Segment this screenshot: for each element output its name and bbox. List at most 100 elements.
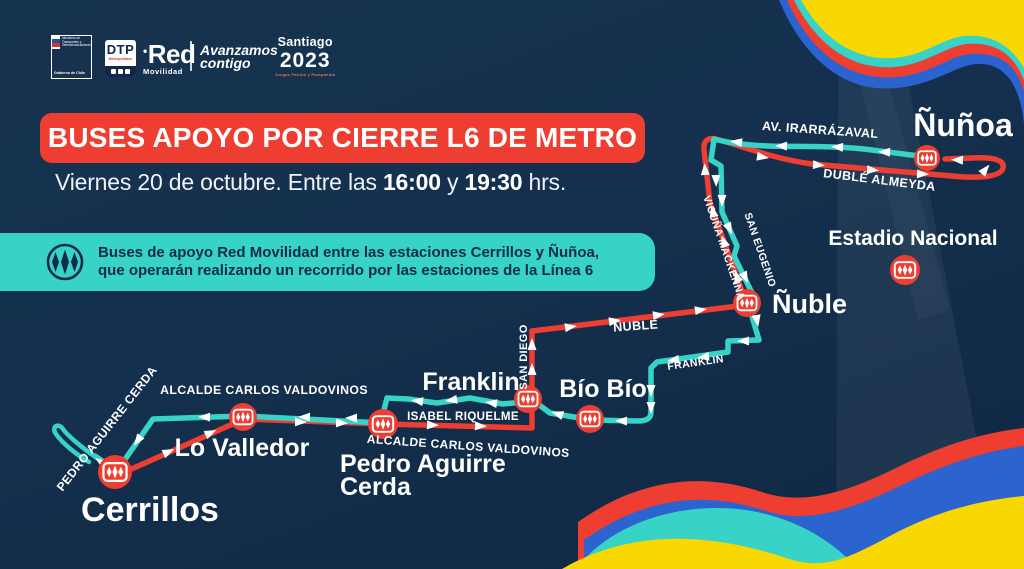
title-text: BUSES APOYO POR CIERRE L6 DE METRO bbox=[47, 122, 638, 153]
wave-top-yellow bbox=[801, 0, 1024, 68]
street-label: ALCALDE CARLOS VALDOVINOS bbox=[160, 383, 368, 397]
dtp-metropolitano-logo: DTP Metropolitano bbox=[105, 40, 136, 77]
direction-arrow-icon bbox=[133, 433, 145, 446]
direction-arrow-icon bbox=[345, 413, 358, 423]
direction-arrow-icon bbox=[161, 449, 175, 459]
metro-logo-icon bbox=[46, 243, 84, 281]
station-estadio-nacional bbox=[890, 255, 920, 285]
santiago-text: Santiago bbox=[277, 35, 333, 49]
title-banner: BUSES APOYO POR CIERRE L6 DE METRO bbox=[40, 113, 645, 163]
direction-arrow-icon bbox=[866, 165, 879, 175]
station-lo-valledor bbox=[229, 403, 257, 431]
red-logo-diamond bbox=[118, 466, 124, 478]
direction-arrow-icon bbox=[700, 163, 710, 176]
direction-arrow-icon bbox=[646, 385, 656, 397]
red-movilidad-logo: •Red Movilidad bbox=[143, 41, 196, 76]
direction-arrow-icon bbox=[445, 394, 458, 404]
direction-arrow-icon bbox=[294, 417, 307, 427]
santiago-games-text: Juegos PanAm y ParapanAm bbox=[275, 71, 336, 77]
red-logo-frame bbox=[736, 294, 758, 312]
direction-arrow-icon bbox=[697, 351, 710, 361]
notice-banner: Buses de apoyo Red Movilidad entre las e… bbox=[0, 233, 655, 291]
direction-arrow-icon bbox=[203, 430, 217, 440]
direction-arrow-icon bbox=[564, 323, 577, 333]
notice-text: Buses de apoyo Red Movilidad entre las e… bbox=[98, 244, 600, 279]
station-label-lo-valledor: Lo Valledor bbox=[175, 434, 310, 462]
direction-arrow-icon bbox=[652, 311, 665, 321]
street-label: SAN DIEGO bbox=[518, 324, 530, 389]
station-pedro-aguirre-cerda bbox=[368, 409, 398, 439]
red-logo-diamond bbox=[112, 465, 118, 479]
direction-arrow-icon bbox=[335, 418, 348, 428]
direction-arrow-icon bbox=[298, 412, 311, 422]
terminal-loop bbox=[52, 423, 100, 465]
station-label-cerrillos: Cerrillos bbox=[81, 491, 219, 529]
direction-arrow-icon bbox=[812, 160, 825, 170]
direction-arrow-icon bbox=[734, 270, 743, 284]
santiago-2023-logo: Santiago 2023 Juegos PanAm y ParapanAm bbox=[275, 36, 335, 77]
red-logo-diamond bbox=[902, 264, 908, 276]
red-logo-frame bbox=[102, 462, 128, 482]
direction-arrow-icon bbox=[916, 169, 929, 179]
station-label-bio-bio: Bío Bío bbox=[559, 375, 647, 403]
red-logo-diamond bbox=[106, 466, 112, 478]
direction-arrow-icon bbox=[426, 420, 439, 430]
direction-arrow-icon bbox=[878, 147, 891, 157]
tagline-line2: contigo bbox=[200, 55, 251, 71]
direction-arrow-icon bbox=[951, 155, 964, 165]
red-logo-frame bbox=[893, 261, 917, 279]
route-eastbound-red bbox=[115, 135, 1006, 478]
dtp-sub-text: Metropolitano bbox=[108, 57, 133, 61]
direction-arrow-icon bbox=[615, 416, 628, 426]
station-bio-bio bbox=[576, 405, 604, 433]
red-logo-dot: • bbox=[143, 44, 147, 58]
notice-station-a: Cerrillos bbox=[470, 244, 532, 261]
gobierno-de-chile-logo: Ministerio de Transportes y Telecomunica… bbox=[51, 35, 92, 79]
direction-arrow-icon bbox=[730, 138, 743, 148]
direction-arrow-icon bbox=[485, 399, 498, 409]
direction-arrow-icon bbox=[527, 338, 537, 350]
direction-arrow-icon bbox=[198, 412, 211, 422]
red-logo-frame bbox=[517, 390, 539, 408]
red-logo-diamond bbox=[245, 412, 250, 422]
station-label-nunoa: Ñuñoa bbox=[913, 107, 1013, 143]
santiago-year: 2023 bbox=[279, 48, 331, 72]
red-logo-frame bbox=[917, 150, 937, 166]
direction-arrow-icon bbox=[737, 336, 749, 346]
direction-arrow-icon bbox=[411, 397, 424, 407]
red-logo-diamond bbox=[525, 393, 531, 405]
direction-arrow-icon bbox=[717, 195, 727, 207]
direction-arrow-icon bbox=[551, 411, 565, 420]
avanzamos-contigo-tagline: Avanzamos contigo bbox=[200, 43, 278, 71]
red-logo-diamond bbox=[907, 265, 913, 275]
red-logo-frame bbox=[579, 410, 601, 428]
direction-arrow-icon bbox=[646, 402, 656, 414]
notice-station-b: Ñuñoa bbox=[548, 244, 595, 261]
direction-arrow-icon bbox=[667, 354, 680, 364]
direction-arrow-icon bbox=[608, 317, 621, 327]
dtp-text: DTP bbox=[106, 42, 135, 57]
government-text: Gobierno de Chile bbox=[54, 71, 85, 76]
station-label-estadio-nacional: Estadio Nacional bbox=[828, 227, 997, 250]
direction-arrow-icon bbox=[751, 314, 761, 327]
station-cerrillos bbox=[98, 455, 132, 489]
direction-arrow-icon bbox=[527, 363, 537, 375]
wave-bottom-yellow bbox=[562, 496, 1024, 569]
direction-arrow-icon bbox=[709, 205, 719, 218]
red-logo-diamond bbox=[744, 297, 750, 309]
street-label: AV. IRARRÁZAVAL bbox=[762, 118, 879, 141]
chile-coat-of-arms-icon bbox=[52, 36, 60, 49]
direction-arrow-icon bbox=[831, 142, 844, 152]
red-logo-diamond bbox=[240, 411, 246, 423]
station-nunoa bbox=[914, 145, 940, 171]
direction-arrow-icon bbox=[474, 421, 487, 431]
red-logo-diamond bbox=[385, 419, 391, 429]
transport-mode-icons bbox=[105, 66, 136, 77]
station-nuble bbox=[733, 289, 761, 317]
ministry-text: Ministerio de Transportes y Telecomunica… bbox=[62, 36, 91, 48]
direction-arrow-icon bbox=[721, 235, 730, 249]
red-logo-diamond bbox=[236, 412, 241, 422]
